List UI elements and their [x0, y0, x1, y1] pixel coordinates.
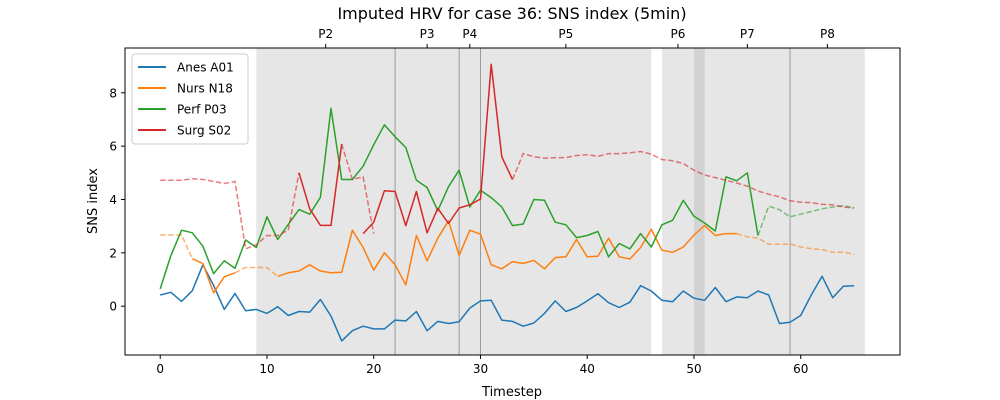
x-tick-label: 40 [580, 362, 595, 376]
phase-band [395, 48, 460, 355]
x-tick-label: 50 [686, 362, 701, 376]
x-tick-label: 20 [366, 362, 381, 376]
series-line-anes-a01 [160, 264, 855, 342]
legend-box [131, 53, 249, 145]
phase-label: P4 [462, 27, 477, 41]
phase-band [256, 48, 396, 355]
imputed-line-surg-s02 [511, 150, 855, 209]
phase-band [480, 48, 652, 355]
phase-band [661, 48, 694, 355]
y-tick-label: 0 [109, 300, 117, 314]
phase-band [790, 48, 865, 355]
imputed-line-nurs-n18 [160, 234, 193, 260]
series-line-surg-s02 [362, 63, 514, 235]
phase-label: P6 [671, 27, 686, 41]
imputed-line-surg-s02 [160, 172, 300, 250]
chart-title: Imputed HRV for case 36: SNS index (5min… [337, 4, 686, 23]
series-line-nurs-n18 [277, 220, 737, 286]
phase-label: P3 [420, 27, 435, 41]
x-axis: 0 10 20 30 40 50 60 [156, 355, 808, 376]
series-line-perf-p03 [159, 107, 759, 290]
series-line-surg-s02 [298, 143, 343, 227]
y-axis: 0 2 4 6 8 [109, 86, 125, 314]
series-line-nurs-n18 [191, 258, 236, 294]
phase-label: P5 [558, 27, 573, 41]
legend: Anes A01 Nurs N18 Perf P03 Surg S02 [131, 53, 249, 145]
series-lines [159, 63, 855, 342]
y-tick-label: 4 [109, 193, 117, 207]
plot-frame [124, 47, 901, 356]
y-axis-label: SNS index [86, 168, 101, 234]
overlap-band [693, 48, 705, 355]
phase-label: P7 [740, 27, 755, 41]
phase-band [459, 48, 481, 355]
x-axis-label: Timestep [481, 385, 542, 400]
imputed-line-nurs-n18 [736, 232, 855, 255]
phase-band [704, 48, 791, 355]
y-tick-label: 8 [109, 86, 117, 100]
legend-label: Anes A01 [177, 61, 234, 75]
x-tick-label: 0 [156, 362, 164, 376]
legend-label: Nurs N18 [177, 82, 233, 96]
phase-label: P8 [820, 27, 835, 41]
x-tick-label: 10 [259, 362, 274, 376]
y-tick-label: 6 [109, 140, 117, 154]
x-tick-label: 60 [793, 362, 808, 376]
legend-label: Surg S02 [177, 124, 231, 138]
phase-label: P2 [318, 27, 333, 41]
x-tick-label: 30 [473, 362, 488, 376]
legend-label: Perf P03 [177, 103, 227, 117]
y-tick-label: 2 [109, 246, 117, 260]
phase-shading: P2 P3 P4 P5 P6 P7 P8 [256, 27, 865, 355]
imputed-line-surg-s02 [340, 143, 375, 234]
